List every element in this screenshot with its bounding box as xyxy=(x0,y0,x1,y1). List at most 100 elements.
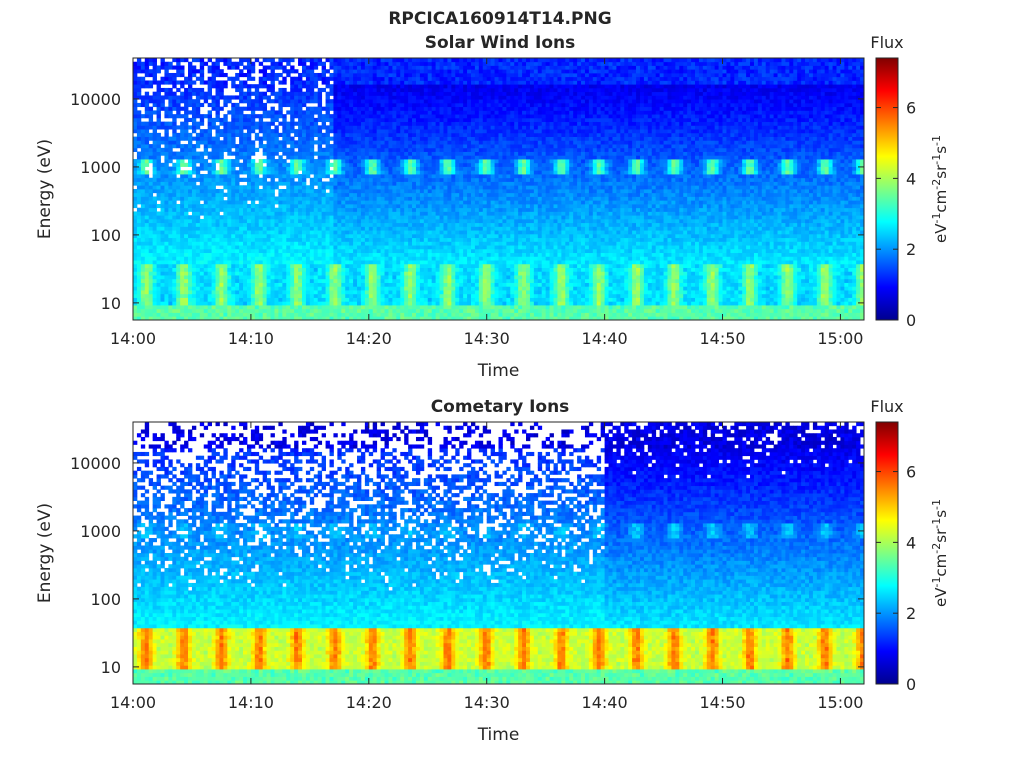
heatmap-cell xyxy=(341,264,345,268)
heatmap-cell xyxy=(176,189,180,193)
heatmap-cell xyxy=(345,234,349,238)
heatmap-cell xyxy=(223,256,227,260)
heatmap-cell xyxy=(365,245,369,249)
heatmap-cell xyxy=(184,144,188,148)
heatmap-cell xyxy=(302,234,306,238)
heatmap-cell xyxy=(349,73,353,77)
heatmap-cell xyxy=(263,234,267,238)
heatmap-cell xyxy=(400,286,404,290)
heatmap-cell xyxy=(216,118,220,122)
heatmap-cell xyxy=(381,174,385,178)
heatmap-cell xyxy=(392,204,396,208)
heatmap-cell xyxy=(204,268,208,272)
heatmap-cell xyxy=(168,245,172,249)
heatmap-cell xyxy=(420,223,424,227)
heatmap-cell xyxy=(274,260,278,264)
heatmap-cell xyxy=(326,275,330,279)
heatmap-cell xyxy=(361,137,365,141)
heatmap-cell xyxy=(381,226,385,230)
heatmap-cell xyxy=(141,249,145,253)
heatmap-cell xyxy=(349,313,353,317)
heatmap-cell xyxy=(172,137,176,141)
heatmap-cell xyxy=(396,170,400,174)
heatmap-cell xyxy=(212,137,216,141)
heatmap-cell xyxy=(137,58,141,62)
heatmap-cell xyxy=(306,279,310,283)
heatmap-cell xyxy=(432,77,436,81)
heatmap-cell xyxy=(416,185,420,189)
heatmap-cell xyxy=(223,253,227,257)
heatmap-cell xyxy=(223,200,227,204)
heatmap-cell xyxy=(349,219,353,223)
heatmap-cell xyxy=(310,253,314,257)
heatmap-cell xyxy=(381,245,385,249)
heatmap-cell xyxy=(369,241,373,245)
heatmap-cell xyxy=(255,268,259,272)
heatmap-cell xyxy=(424,92,428,96)
heatmap-cell xyxy=(208,178,212,182)
heatmap-cell xyxy=(314,95,318,99)
heatmap-cell xyxy=(345,200,349,204)
heatmap-cell xyxy=(149,215,153,219)
heatmap-cell xyxy=(216,208,220,212)
heatmap-cell xyxy=(263,185,267,189)
heatmap-cell xyxy=(216,88,220,92)
heatmap-cell xyxy=(278,208,282,212)
heatmap-cell xyxy=(164,208,168,212)
heatmap-cell xyxy=(322,152,326,156)
heatmap-cell xyxy=(235,264,239,268)
heatmap-cell xyxy=(349,215,353,219)
heatmap-cell xyxy=(192,92,196,96)
heatmap-cell xyxy=(271,77,275,81)
heatmap-cell xyxy=(357,92,361,96)
heatmap-cell xyxy=(188,73,192,77)
heatmap-cell xyxy=(231,271,235,275)
heatmap-cell xyxy=(271,283,275,287)
heatmap-cell xyxy=(333,69,337,73)
heatmap-cell xyxy=(164,129,168,133)
heatmap-cell xyxy=(361,69,365,73)
heatmap-cell xyxy=(286,283,290,287)
heatmap-cell xyxy=(365,253,369,257)
heatmap-cell xyxy=(322,298,326,302)
heatmap-cell xyxy=(290,58,294,62)
heatmap-cell xyxy=(227,144,231,148)
heatmap-cell xyxy=(133,140,137,144)
heatmap-cell xyxy=(212,279,216,283)
heatmap-cell xyxy=(251,189,255,193)
heatmap-cell xyxy=(286,129,290,133)
heatmap-cell xyxy=(341,283,345,287)
heatmap-cell xyxy=(345,114,349,118)
heatmap-cell xyxy=(208,95,212,99)
heatmap-cell xyxy=(243,230,247,234)
heatmap-cell xyxy=(353,196,357,200)
heatmap-cell xyxy=(361,185,365,189)
heatmap-cell xyxy=(373,77,377,81)
heatmap-cell xyxy=(235,73,239,77)
heatmap-cell xyxy=(263,196,267,200)
heatmap-cell xyxy=(243,290,247,294)
heatmap-cell xyxy=(180,283,184,287)
heatmap-cell xyxy=(282,275,286,279)
heatmap-cell xyxy=(404,144,408,148)
heatmap-cell xyxy=(420,298,424,302)
heatmap-cell xyxy=(216,58,220,62)
heatmap-cell xyxy=(271,313,275,317)
heatmap-cell xyxy=(161,99,165,103)
heatmap-cell xyxy=(337,58,341,62)
heatmap-cell xyxy=(141,309,145,313)
heatmap-cell xyxy=(157,88,161,92)
heatmap-cell xyxy=(353,122,357,126)
heatmap-cell xyxy=(243,99,247,103)
heatmap-cell xyxy=(176,114,180,118)
heatmap-cell xyxy=(176,167,180,171)
heatmap-cell xyxy=(412,103,416,107)
heatmap-cell xyxy=(153,290,157,294)
heatmap-cell xyxy=(164,182,168,186)
heatmap-cell xyxy=(392,189,396,193)
heatmap-cell xyxy=(200,137,204,141)
heatmap-cell xyxy=(330,77,334,81)
heatmap-cell xyxy=(404,275,408,279)
heatmap-cell xyxy=(172,234,176,238)
heatmap-cell xyxy=(184,249,188,253)
